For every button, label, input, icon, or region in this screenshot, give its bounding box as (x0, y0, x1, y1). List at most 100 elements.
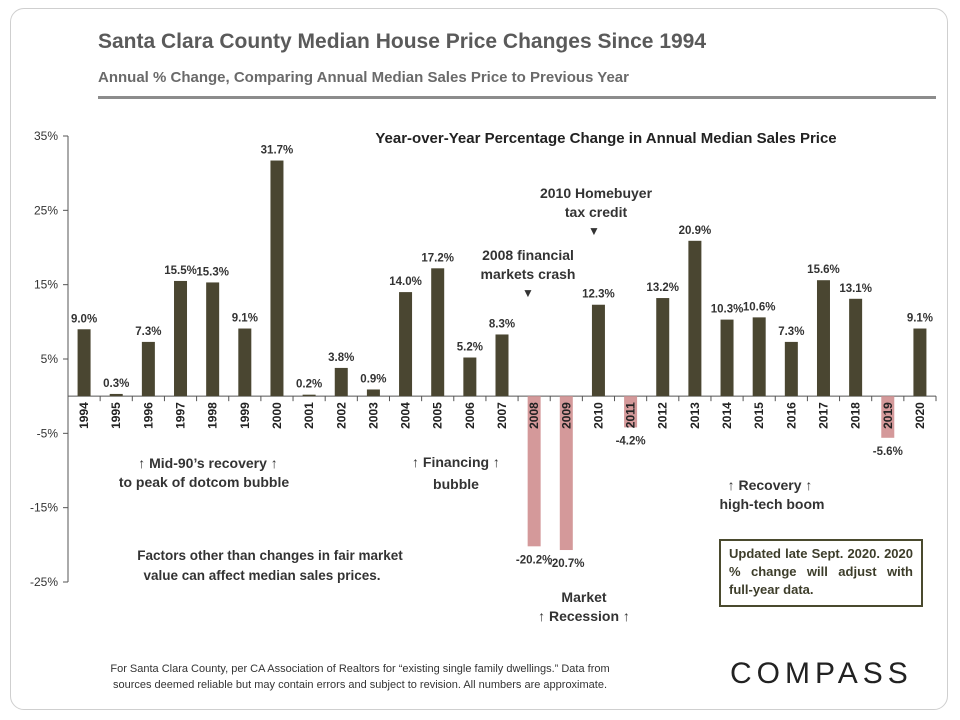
crash-arrow-icon: ▼ (522, 286, 534, 300)
bar (174, 280, 188, 397)
annotation-mid90s-line2: to peak of dotcom bubble (119, 474, 290, 490)
annotation-credit-line2: tax credit (565, 204, 628, 220)
data-label: 15.6% (807, 264, 840, 276)
annotation-crash-line1: 2008 financial (482, 247, 574, 263)
bar (527, 396, 541, 547)
x-tick-label: 2012 (656, 402, 670, 429)
data-label: 8.3% (489, 318, 515, 330)
bar (816, 280, 830, 397)
data-label: 7.3% (135, 326, 161, 338)
bar (720, 319, 734, 397)
footer-line-1: For Santa Clara County, per CA Associati… (110, 663, 610, 675)
annotation-recession-line1: Market (561, 589, 606, 605)
bar (238, 328, 252, 397)
data-label: 15.3% (196, 266, 229, 278)
bar (463, 357, 477, 397)
header-rule (98, 96, 936, 99)
x-tick-label: 2016 (784, 402, 798, 429)
data-label: 10.3% (711, 304, 744, 316)
bar (399, 292, 413, 397)
bar (109, 393, 123, 397)
y-tick-label: 15% (34, 278, 58, 292)
data-label: 10.6% (743, 301, 776, 313)
annotation-recession-line2: ↑ Recession ↑ (538, 608, 630, 624)
x-tick-label: 2017 (816, 402, 830, 429)
annotation-factors-line2: value can affect median sales prices. (143, 568, 380, 583)
data-label: 9.0% (71, 313, 97, 325)
y-tick-label: 25% (34, 203, 58, 217)
data-label: 15.5% (164, 265, 197, 277)
footer-line-2: sources deemed reliable but may contain … (112, 679, 608, 691)
bar (784, 341, 798, 397)
bar (688, 240, 702, 397)
x-tick-label: 2000 (270, 402, 284, 429)
bar (77, 329, 91, 397)
annotation-financing-line1: ↑ Financing ↑ (412, 454, 500, 470)
x-tick-label: 2005 (431, 402, 445, 429)
data-label: -20.2% (516, 554, 552, 566)
data-label: 31.7% (261, 145, 294, 157)
data-label: 0.2% (296, 379, 322, 391)
data-label: 9.1% (907, 313, 933, 325)
x-tick-label: 2001 (302, 402, 316, 429)
updated-note: Updated late Sept. 2020. 2020 % change w… (719, 539, 923, 607)
x-tick-label: 2010 (591, 402, 605, 429)
x-tick-label: 2011 (624, 402, 638, 428)
bar (302, 394, 316, 397)
bar (334, 367, 348, 397)
x-tick-label: 2004 (399, 402, 413, 429)
credit-arrow-icon: ▼ (588, 224, 600, 238)
data-label: 17.2% (421, 252, 454, 264)
bar (559, 396, 573, 551)
x-tick-label: 2020 (913, 402, 927, 429)
data-label: -5.6% (873, 446, 903, 458)
x-tick-label: 2015 (752, 402, 766, 429)
annotation-mid90s-line1: ↑ Mid-90’s recovery ↑ (138, 455, 278, 471)
x-tick-label: 1998 (206, 402, 220, 429)
data-label: 20.9% (679, 225, 712, 237)
data-label: 5.2% (457, 342, 483, 354)
x-tick-label: 2008 (527, 402, 541, 429)
data-label: 7.3% (778, 326, 804, 338)
x-tick-label: 1996 (141, 402, 155, 429)
data-label: 13.2% (646, 282, 679, 294)
bar (591, 304, 605, 397)
bar (752, 317, 766, 397)
bar (881, 396, 895, 438)
chart-title: Year-over-Year Percentage Change in Annu… (375, 130, 836, 147)
bar (366, 389, 380, 397)
y-tick-label: 35% (34, 129, 58, 143)
bar (849, 298, 863, 397)
data-label: 13.1% (839, 283, 872, 295)
bar (141, 341, 155, 397)
annotation-financing-line2: bubble (433, 476, 479, 492)
x-tick-label: 1999 (238, 402, 252, 429)
bar (656, 298, 670, 397)
compass-logo: COMPASS (730, 657, 913, 690)
bar (913, 328, 927, 397)
data-label: 0.3% (103, 378, 129, 390)
page-subtitle: Annual % Change, Comparing Annual Median… (98, 69, 629, 86)
x-tick-label: 2006 (463, 402, 477, 429)
annotation-recovery-line1: ↑ Recovery ↑ (728, 477, 813, 493)
bar (431, 268, 445, 397)
data-label: 12.3% (582, 289, 615, 301)
bar (270, 160, 284, 397)
bar (624, 396, 638, 428)
y-tick-label: -15% (30, 501, 58, 515)
data-label: 14.0% (389, 276, 422, 288)
x-tick-label: 2013 (688, 402, 702, 429)
x-tick-label: 2007 (495, 402, 509, 429)
x-tick-label: 2018 (849, 402, 863, 429)
x-tick-label: 1997 (174, 402, 188, 429)
y-tick-label: -5% (37, 426, 59, 440)
x-tick-label: 1994 (77, 402, 91, 429)
annotation-recovery-line2: high-tech boom (720, 496, 825, 512)
annotation-credit-line1: 2010 Homebuyer (540, 185, 653, 201)
bar (206, 282, 220, 397)
page-title: Santa Clara County Median House Price Ch… (98, 30, 707, 53)
footer-note: For Santa Clara County, per CA Associati… (60, 661, 660, 693)
annotation-factors-line1: Factors other than changes in fair marke… (137, 548, 403, 563)
x-tick-label: 1995 (109, 402, 123, 429)
